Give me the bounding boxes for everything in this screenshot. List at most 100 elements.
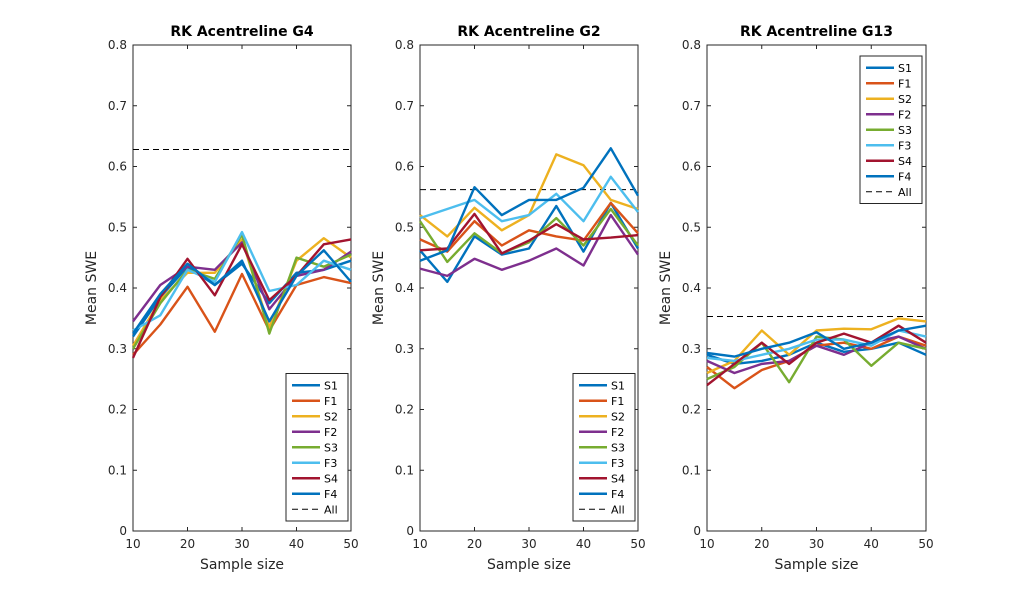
legend: S1 F1 S2 F2 S3 F3 S4 F4 All <box>859 55 923 204</box>
legend-label-s2: S2 <box>611 410 625 423</box>
y-tick-label: 0.4 <box>682 281 701 295</box>
y-tick-label: 0.6 <box>395 160 414 174</box>
x-tick-label: 30 <box>521 537 536 551</box>
x-axis-label: Sample size <box>200 557 284 573</box>
legend-label-s3: S3 <box>898 124 912 137</box>
series-line-s2 <box>706 317 927 375</box>
x-axis-label: Sample size <box>774 557 858 573</box>
legend-label-all: All <box>611 503 625 516</box>
panel-3: 0 0.1 0.2 0.3 0.4 0.5 0.6 0.7 0.8 10 20 30 40 50 RK Ac… <box>658 24 934 573</box>
y-tick-label: 0.6 <box>108 160 127 174</box>
y-tick-label: 0.4 <box>108 281 127 295</box>
y-tick-label: 0.3 <box>108 342 127 356</box>
x-axis-label: Sample size <box>487 557 571 573</box>
legend-label-s2: S2 <box>898 93 912 106</box>
x-tick-label: 30 <box>809 537 824 551</box>
series-line-f1 <box>419 201 639 253</box>
legend-label-f3: F3 <box>611 457 624 470</box>
x-tick-label: 50 <box>343 537 358 551</box>
y-tick-label: 0.2 <box>108 403 127 417</box>
x-tick-label: 40 <box>576 537 591 551</box>
series-line-f4 <box>132 249 352 335</box>
y-tick-label: 0.8 <box>395 38 414 52</box>
legend-label-s3: S3 <box>324 441 338 454</box>
panel-2: 0 0.1 0.2 0.3 0.4 0.5 0.6 0.7 0.8 10 20 30 40 50 RK Ac… <box>371 24 646 573</box>
series-line-f1 <box>132 272 352 356</box>
legend-label-s1: S1 <box>898 62 912 75</box>
y-tick-label: 0.4 <box>395 281 414 295</box>
y-tick-label: 0.5 <box>682 220 701 234</box>
x-tick-label: 20 <box>180 537 195 551</box>
x-tick-label: 50 <box>630 537 645 551</box>
x-tick-label: 40 <box>864 537 879 551</box>
series-line-f2 <box>132 241 352 323</box>
y-tick-label: 0.3 <box>682 342 701 356</box>
x-tick-label: 30 <box>234 537 249 551</box>
y-tick-label: 0 <box>693 524 701 538</box>
legend-label-s4: S4 <box>324 472 338 485</box>
legend-label-s1: S1 <box>611 379 625 392</box>
legend-label-f1: F1 <box>898 77 911 90</box>
legend-label-f3: F3 <box>898 139 911 152</box>
y-tick-label: 0.8 <box>108 38 127 52</box>
chart-title: RK Acentreline G4 <box>170 24 314 40</box>
x-tick-label: 10 <box>699 537 714 551</box>
series-line-f2 <box>419 213 639 278</box>
y-tick-label: 0.1 <box>682 463 701 477</box>
x-tick-label: 20 <box>467 537 482 551</box>
x-tick-label: 10 <box>412 537 427 551</box>
legend: S1 F1 S2 F2 S3 F3 S4 F4 All <box>285 373 349 522</box>
legend-label-all: All <box>324 503 338 516</box>
y-tick-label: 0 <box>406 524 414 538</box>
y-tick-label: 0.7 <box>108 99 127 113</box>
y-tick-label: 0.8 <box>682 38 701 52</box>
y-tick-label: 0.5 <box>108 220 127 234</box>
y-axis-label: Mean SWE <box>658 251 674 325</box>
legend-label-s3: S3 <box>611 441 625 454</box>
x-tick-label: 10 <box>125 537 140 551</box>
legend-label-f4: F4 <box>324 488 337 501</box>
legend-label-f4: F4 <box>611 488 624 501</box>
legend-label-f1: F1 <box>324 395 337 408</box>
legend-label-s2: S2 <box>324 410 338 423</box>
y-tick-label: 0 <box>119 524 127 538</box>
y-tick-label: 0.7 <box>682 99 701 113</box>
series-line-f2 <box>706 335 927 375</box>
y-tick-label: 0.6 <box>682 160 701 174</box>
legend: S1 F1 S2 F2 S3 F3 S4 F4 All <box>572 373 636 522</box>
legend-label-f1: F1 <box>611 395 624 408</box>
series-line-s4 <box>706 324 927 387</box>
series-line-f4 <box>706 324 927 358</box>
chart-title: RK Acentreline G13 <box>740 24 893 40</box>
x-tick-label: 20 <box>754 537 769 551</box>
legend-label-f2: F2 <box>898 108 911 121</box>
series-line-s4 <box>419 212 639 255</box>
legend-label-f4: F4 <box>898 170 911 183</box>
legend-label-s1: S1 <box>324 379 338 392</box>
y-tick-label: 0.2 <box>682 403 701 417</box>
y-axis-label: Mean SWE <box>371 251 387 325</box>
series-line-f4 <box>419 147 640 262</box>
chart-title: RK Acentreline G2 <box>457 24 600 40</box>
legend-label-all: All <box>898 186 912 199</box>
y-tick-label: 0.5 <box>395 220 414 234</box>
panel-1: 0 0.1 0.2 0.3 0.4 0.5 0.6 0.7 0.8 10 20 30 40 50 RK Ac… <box>84 24 359 573</box>
legend-label-s4: S4 <box>611 472 625 485</box>
y-tick-label: 0.3 <box>395 342 414 356</box>
series-line-s3 <box>419 207 639 264</box>
x-tick-label: 50 <box>918 537 933 551</box>
y-tick-label: 0.2 <box>395 403 414 417</box>
series-line-f3 <box>132 230 352 332</box>
y-tick-label: 0.1 <box>108 463 127 477</box>
y-tick-label: 0.1 <box>395 463 414 477</box>
series-line-f3 <box>419 175 639 223</box>
series-line-s1 <box>419 201 640 284</box>
y-axis-label: Mean SWE <box>84 251 100 325</box>
y-tick-label: 0.7 <box>395 99 414 113</box>
legend-label-f3: F3 <box>324 457 337 470</box>
legend-label-f2: F2 <box>611 426 624 439</box>
legend-label-s4: S4 <box>898 155 912 168</box>
legend-label-f2: F2 <box>324 426 337 439</box>
x-tick-label: 40 <box>289 537 304 551</box>
